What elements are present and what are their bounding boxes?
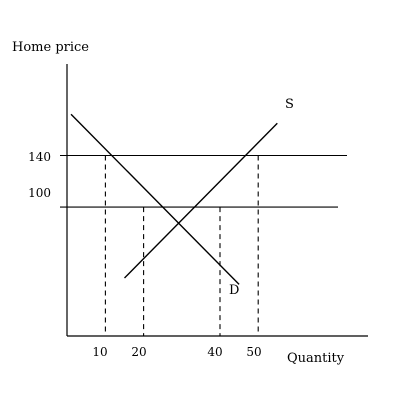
x-tick-label: 50 <box>246 345 261 359</box>
y-tick-labels: 140 100 <box>28 150 51 200</box>
x-axis-label: Quantity <box>287 351 345 366</box>
x-tick-label: 10 <box>92 345 107 359</box>
x-tick-label: 40 <box>207 345 222 359</box>
y-axis-label: Home price <box>12 40 89 55</box>
demand-curve-label: D <box>229 283 239 298</box>
supply-curve <box>124 122 278 279</box>
quantity-guides <box>104 155 259 336</box>
x-tick-labels: 10 20 40 50 <box>92 345 261 359</box>
y-tick-label: 100 <box>28 186 51 200</box>
supply-curve-label: S <box>285 97 294 112</box>
demand-curve <box>70 113 240 285</box>
y-tick-label: 140 <box>28 150 51 164</box>
price-levels <box>60 154 347 208</box>
x-tick-label: 20 <box>131 345 146 359</box>
curves <box>70 113 278 285</box>
